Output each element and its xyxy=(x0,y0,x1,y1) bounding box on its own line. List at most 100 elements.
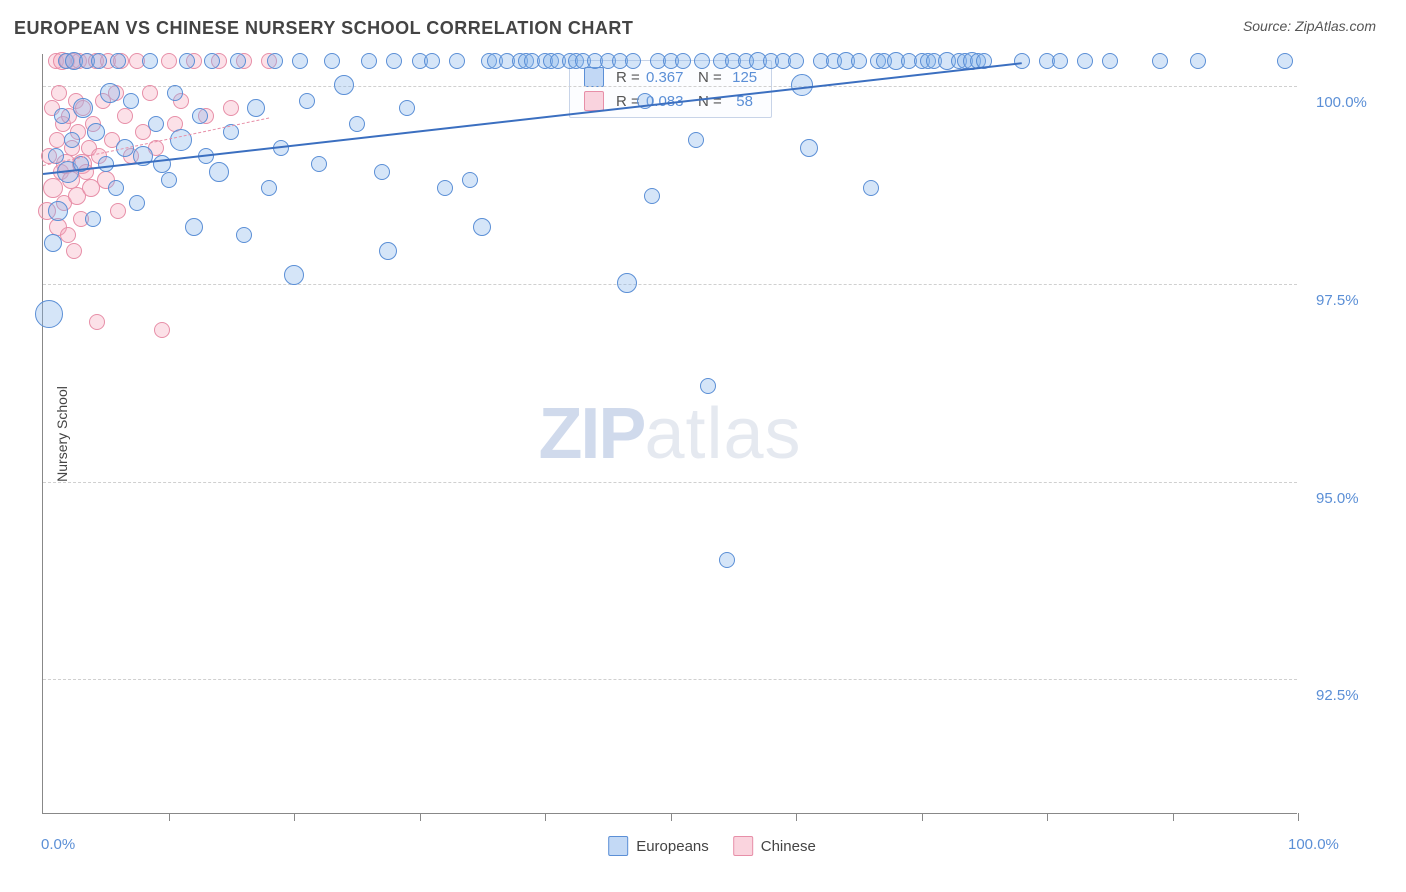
data-point xyxy=(91,53,107,69)
data-point xyxy=(788,53,804,69)
watermark: ZIPatlas xyxy=(538,393,801,475)
data-point xyxy=(644,188,660,204)
source-attribution: Source: ZipAtlas.com xyxy=(1243,18,1376,34)
data-point xyxy=(292,53,308,69)
swatch-pink-icon xyxy=(733,836,753,856)
data-point xyxy=(230,53,246,69)
data-point xyxy=(49,132,65,148)
y-tick-label: 92.5% xyxy=(1316,687,1359,704)
data-point xyxy=(1277,53,1293,69)
x-tick xyxy=(545,813,546,821)
data-point xyxy=(424,53,440,69)
x-label-left: 0.0% xyxy=(41,836,75,853)
data-point xyxy=(334,75,354,95)
plot-area: ZIPatlas R = 0.367 N = 125 R = 0.083 N =… xyxy=(42,54,1297,814)
x-tick xyxy=(420,813,421,821)
data-point xyxy=(361,53,377,69)
x-tick xyxy=(1047,813,1048,821)
watermark-suffix: atlas xyxy=(644,394,801,474)
x-tick xyxy=(796,813,797,821)
data-point xyxy=(142,85,158,101)
data-point xyxy=(48,201,68,221)
y-tick-label: 95.0% xyxy=(1316,490,1359,507)
data-point xyxy=(1014,53,1030,69)
data-point xyxy=(161,172,177,188)
data-point xyxy=(100,83,120,103)
legend-text-europeans: R = 0.367 N = 125 xyxy=(614,69,757,86)
legend-row-europeans: R = 0.367 N = 125 xyxy=(584,67,757,87)
data-point xyxy=(64,132,80,148)
data-point xyxy=(1152,53,1168,69)
data-point xyxy=(60,227,76,243)
data-point xyxy=(324,53,340,69)
legend-label-europeans: Europeans xyxy=(636,838,709,855)
data-point xyxy=(85,211,101,227)
data-point xyxy=(223,100,239,116)
x-label-right: 100.0% xyxy=(1288,836,1357,853)
data-point xyxy=(154,322,170,338)
data-point xyxy=(110,203,126,219)
data-point xyxy=(625,53,641,69)
data-point xyxy=(267,53,283,69)
data-point xyxy=(1102,53,1118,69)
data-point xyxy=(247,99,265,117)
data-point xyxy=(43,178,63,198)
watermark-prefix: ZIP xyxy=(538,394,644,474)
data-point xyxy=(437,180,453,196)
x-tick xyxy=(169,813,170,821)
data-point xyxy=(209,162,229,182)
data-point xyxy=(89,314,105,330)
data-point xyxy=(123,93,139,109)
y-tick-label: 100.0% xyxy=(1316,94,1367,111)
data-point xyxy=(462,172,478,188)
data-point xyxy=(129,195,145,211)
swatch-pink-icon xyxy=(584,91,604,111)
data-point xyxy=(449,53,465,69)
x-tick xyxy=(671,813,672,821)
data-point xyxy=(44,234,62,252)
data-point xyxy=(161,53,177,69)
data-point xyxy=(117,108,133,124)
data-point xyxy=(98,156,114,172)
data-point xyxy=(1077,53,1093,69)
x-tick xyxy=(1173,813,1174,821)
data-point xyxy=(349,116,365,132)
legend-item-europeans: Europeans xyxy=(608,836,709,856)
data-point xyxy=(791,74,813,96)
data-point xyxy=(51,85,67,101)
data-point xyxy=(473,218,491,236)
data-point xyxy=(192,108,208,124)
data-point xyxy=(142,53,158,69)
data-point xyxy=(54,108,70,124)
gridline xyxy=(43,482,1297,483)
data-point xyxy=(204,53,220,69)
x-tick xyxy=(922,813,923,821)
data-point xyxy=(284,265,304,285)
data-point xyxy=(170,129,192,151)
data-point xyxy=(35,300,63,328)
data-point xyxy=(110,53,126,69)
chart-title: EUROPEAN VS CHINESE NURSERY SCHOOL CORRE… xyxy=(14,18,633,39)
data-point xyxy=(185,218,203,236)
data-point xyxy=(66,243,82,259)
data-point xyxy=(148,116,164,132)
data-point xyxy=(311,156,327,172)
data-point xyxy=(399,100,415,116)
data-point xyxy=(73,98,93,118)
data-point xyxy=(694,53,710,69)
x-tick xyxy=(294,813,295,821)
data-point xyxy=(1052,53,1068,69)
data-point xyxy=(700,378,716,394)
chart-container: Nursery School ZIPatlas R = 0.367 N = 12… xyxy=(42,54,1382,814)
x-tick xyxy=(1298,813,1299,821)
data-point xyxy=(800,139,818,157)
data-point xyxy=(299,93,315,109)
data-point xyxy=(236,227,252,243)
data-point xyxy=(108,180,124,196)
data-point xyxy=(1190,53,1206,69)
data-point xyxy=(87,123,105,141)
data-point xyxy=(851,53,867,69)
data-point xyxy=(374,164,390,180)
data-point xyxy=(179,53,195,69)
data-point xyxy=(379,242,397,260)
